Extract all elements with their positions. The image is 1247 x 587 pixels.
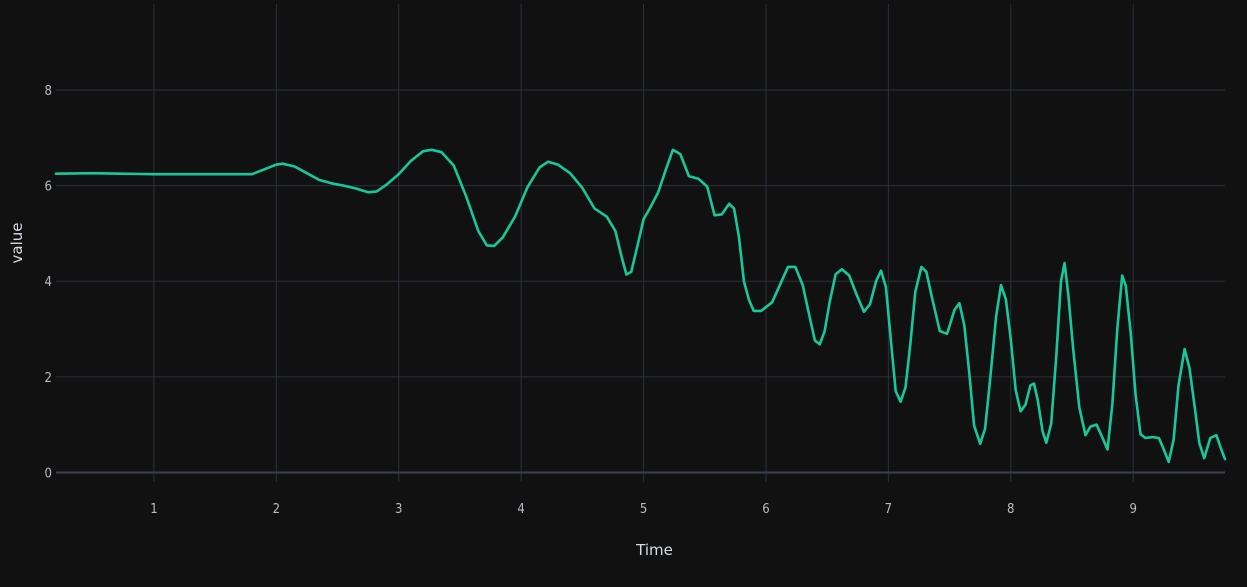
x-tick-label: 9	[1129, 502, 1136, 517]
grid-layer	[56, 4, 1225, 482]
series-line	[54, 148, 1227, 464]
series-layer	[54, 148, 1227, 464]
y-axis-title: value	[8, 223, 26, 264]
x-axis-title: Time	[635, 541, 673, 559]
x-tick-label: 8	[1007, 502, 1014, 517]
y-tick-label: 8	[45, 84, 52, 99]
y-tick-label: 0	[45, 466, 52, 481]
x-tick-label: 2	[273, 502, 280, 517]
x-tick-label: 7	[885, 502, 892, 517]
x-tick-label: 4	[517, 502, 524, 517]
x-tick-label: 1	[150, 502, 157, 517]
y-tick-label: 2	[45, 371, 52, 386]
x-tick-label: 6	[762, 502, 769, 517]
y-tick-label: 4	[45, 275, 52, 290]
tick-layer: 1 2 3 4 5 6 7 8 9 0 2 4 6 8	[45, 84, 1137, 517]
y-tick-label: 6	[45, 180, 52, 195]
x-tick-label: 3	[395, 502, 402, 517]
x-tick-label: 5	[640, 502, 647, 517]
